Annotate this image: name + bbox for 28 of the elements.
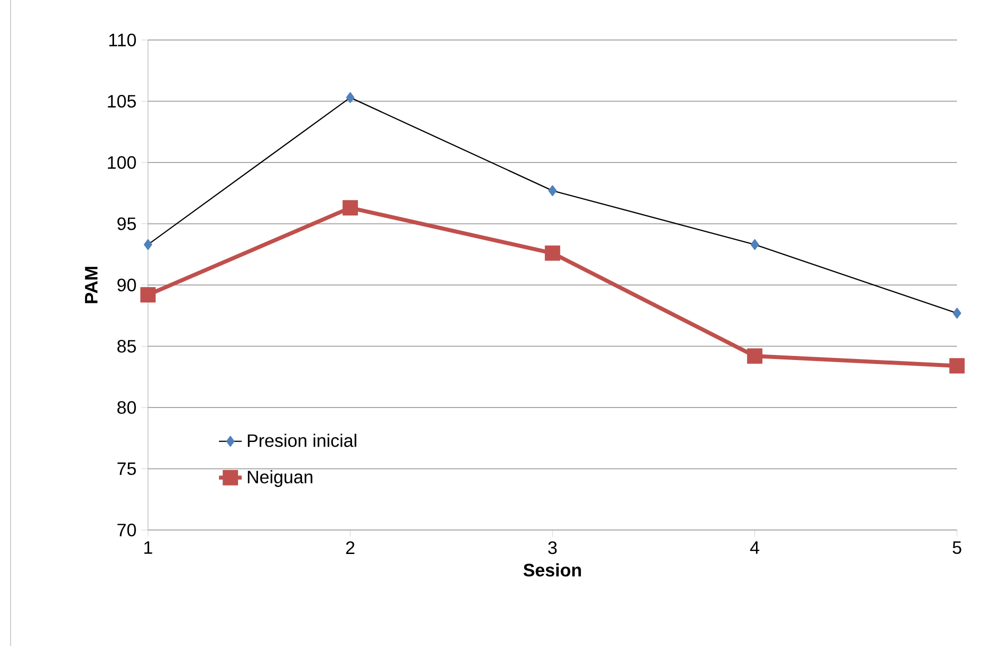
x-tick-label: 5 <box>952 541 962 554</box>
y-tick-label: 95 <box>117 217 136 230</box>
point <box>747 348 762 364</box>
y-tick-label: 75 <box>118 462 136 476</box>
y-tick-label: 105 <box>108 94 136 108</box>
point <box>346 92 354 103</box>
point <box>140 287 156 302</box>
point <box>342 200 358 216</box>
y-tick-label: 90 <box>117 278 136 292</box>
x-tick-label: 3 <box>548 541 557 554</box>
point <box>144 239 152 250</box>
point <box>750 239 759 250</box>
point <box>949 358 965 374</box>
point <box>952 308 962 319</box>
y-tick-label: 100 <box>108 156 136 169</box>
x-axis-title: Sesion <box>524 563 581 576</box>
y-tick-label: 85 <box>117 340 136 353</box>
x-tick-label: 2 <box>346 541 354 554</box>
y-tick-label: 80 <box>117 401 136 414</box>
x-tick-label: 1 <box>144 541 152 554</box>
point <box>548 185 557 196</box>
y-tick-label: 110 <box>109 34 136 46</box>
legend-label: Presion inicial <box>248 434 356 447</box>
legend-label: Neiguan <box>248 470 312 487</box>
point <box>544 245 560 261</box>
y-tick-label: 70 <box>118 524 136 536</box>
x-tick-label: 4 <box>750 541 760 554</box>
y-axis-title: PAM <box>85 266 98 304</box>
